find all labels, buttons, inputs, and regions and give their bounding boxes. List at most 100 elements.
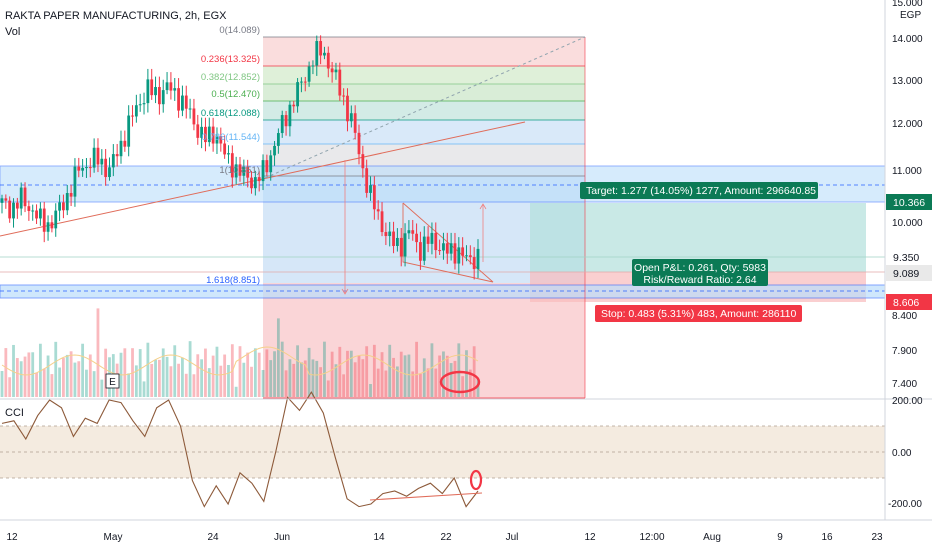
volume-bar [35, 372, 38, 397]
candle-body [238, 164, 242, 176]
fib-zone-teal [263, 101, 585, 120]
stop-zone-left [263, 283, 585, 398]
volume-bar [261, 370, 265, 397]
candle-body [188, 108, 192, 110]
candle-body [23, 187, 27, 207]
candle-body [165, 82, 169, 91]
volume-bar [142, 381, 146, 397]
time-tick: 9 [777, 532, 783, 543]
candle-body [219, 135, 223, 144]
open-pl-label: Open P&L: 0.261, Qty: 5983 [634, 262, 766, 274]
candle-body [365, 168, 369, 193]
time-tick: Aug [703, 532, 721, 543]
volume-bar [123, 348, 127, 397]
candle-body [77, 166, 81, 171]
candle-body [104, 158, 108, 178]
time-tick: 12 [584, 532, 596, 543]
candle-body [111, 154, 115, 168]
stop-label: Stop: 0.483 (5.31%) 483, Amount: 286110 [601, 308, 797, 320]
volume-bar [357, 355, 361, 397]
candle-body [369, 185, 372, 193]
candle-body [88, 167, 92, 169]
cci-axis[interactable]: 200.00 0.00 -200.00 [888, 396, 923, 510]
fib-zone-lightgreen [263, 66, 585, 84]
volume-bar [338, 346, 342, 397]
volume-bar [376, 368, 380, 397]
candle-body [161, 90, 165, 105]
candle-body [438, 250, 442, 252]
candle-body [35, 210, 38, 219]
volume-bar [468, 369, 472, 397]
candle-body [449, 243, 453, 254]
cci-tick: 200.00 [892, 396, 923, 407]
candle-body [131, 115, 134, 117]
volume-label: Vol [5, 26, 20, 38]
position-labels[interactable]: Target: 1.277 (14.05%) 1277, Amount: 296… [580, 182, 818, 322]
candle-body [215, 135, 219, 144]
chart-title[interactable]: RAKTA PAPER MANUFACTURING, 2h, EGX [5, 10, 227, 22]
time-axis[interactable]: 12 May 24 Jun 14 22 Jul 12 12:00 Aug 9 1… [6, 532, 883, 543]
volume-bar [42, 368, 46, 397]
volume-bar [200, 359, 204, 397]
candle-body [169, 82, 173, 91]
candle-body [4, 198, 8, 201]
volume-bar [219, 365, 223, 397]
candle-body [200, 126, 204, 138]
candle-body [154, 87, 157, 96]
volume-bar [422, 358, 426, 397]
price-marker-9089-label: 9.089 [893, 268, 919, 280]
time-tick: 12:00 [639, 532, 664, 543]
volume-bar [188, 341, 192, 397]
volume-bar [157, 359, 161, 397]
candle-body [69, 193, 73, 197]
volume-bar [399, 351, 403, 397]
candle-body [465, 255, 468, 257]
volume-bar [246, 352, 250, 397]
volume-bar [46, 355, 50, 397]
target-label: Target: 1.277 (14.05%) 1277, Amount: 296… [586, 185, 816, 197]
volume-bar [453, 360, 457, 397]
volume-bar [138, 349, 142, 397]
volume-bar [177, 363, 180, 397]
volume-bar [330, 351, 334, 397]
target-label-box[interactable] [580, 182, 818, 199]
volume-bar [215, 346, 219, 397]
fib-label-1618: 1.618(8.851) [206, 275, 260, 286]
stop-label-box[interactable] [595, 305, 802, 322]
candle-body [430, 232, 434, 244]
candle-body [12, 202, 15, 219]
open-pl-box[interactable] [632, 259, 768, 286]
candle-body [388, 231, 392, 237]
volume-bar [365, 346, 369, 397]
candle-body [62, 202, 65, 211]
time-tick: 22 [440, 532, 452, 543]
candle-body [227, 153, 230, 155]
volume-bar [77, 361, 81, 397]
candle-body [442, 243, 445, 251]
cci-label: CCI [5, 407, 24, 419]
cci-tick: -200.00 [888, 499, 922, 510]
time-tick: 24 [207, 532, 219, 543]
volume-bar [242, 362, 246, 397]
volume-bar [380, 352, 384, 397]
volume-bar [449, 363, 453, 397]
time-tick: 12 [6, 532, 18, 543]
fib-label-0: 0(14.089) [219, 25, 260, 36]
volume-bar [280, 341, 284, 397]
earnings-marker[interactable] [105, 373, 120, 389]
volume-bar [62, 357, 65, 397]
volume-bar [253, 348, 257, 397]
candle-body [108, 167, 111, 178]
volume-bar [426, 368, 430, 397]
volume-bar [15, 358, 19, 397]
candle-body [419, 242, 422, 261]
volume-annotation-circle [439, 370, 481, 394]
volume-bar [476, 378, 480, 397]
candle-body [142, 103, 146, 105]
fib-label-0618: 0.618(12.088) [201, 108, 260, 119]
price-axis[interactable]: 15.000 EGP 14.000 13.000 12.000 11.000 1… [892, 0, 923, 390]
volume-bar [173, 345, 177, 397]
volume-bar [353, 362, 357, 397]
candle-body [253, 177, 257, 189]
